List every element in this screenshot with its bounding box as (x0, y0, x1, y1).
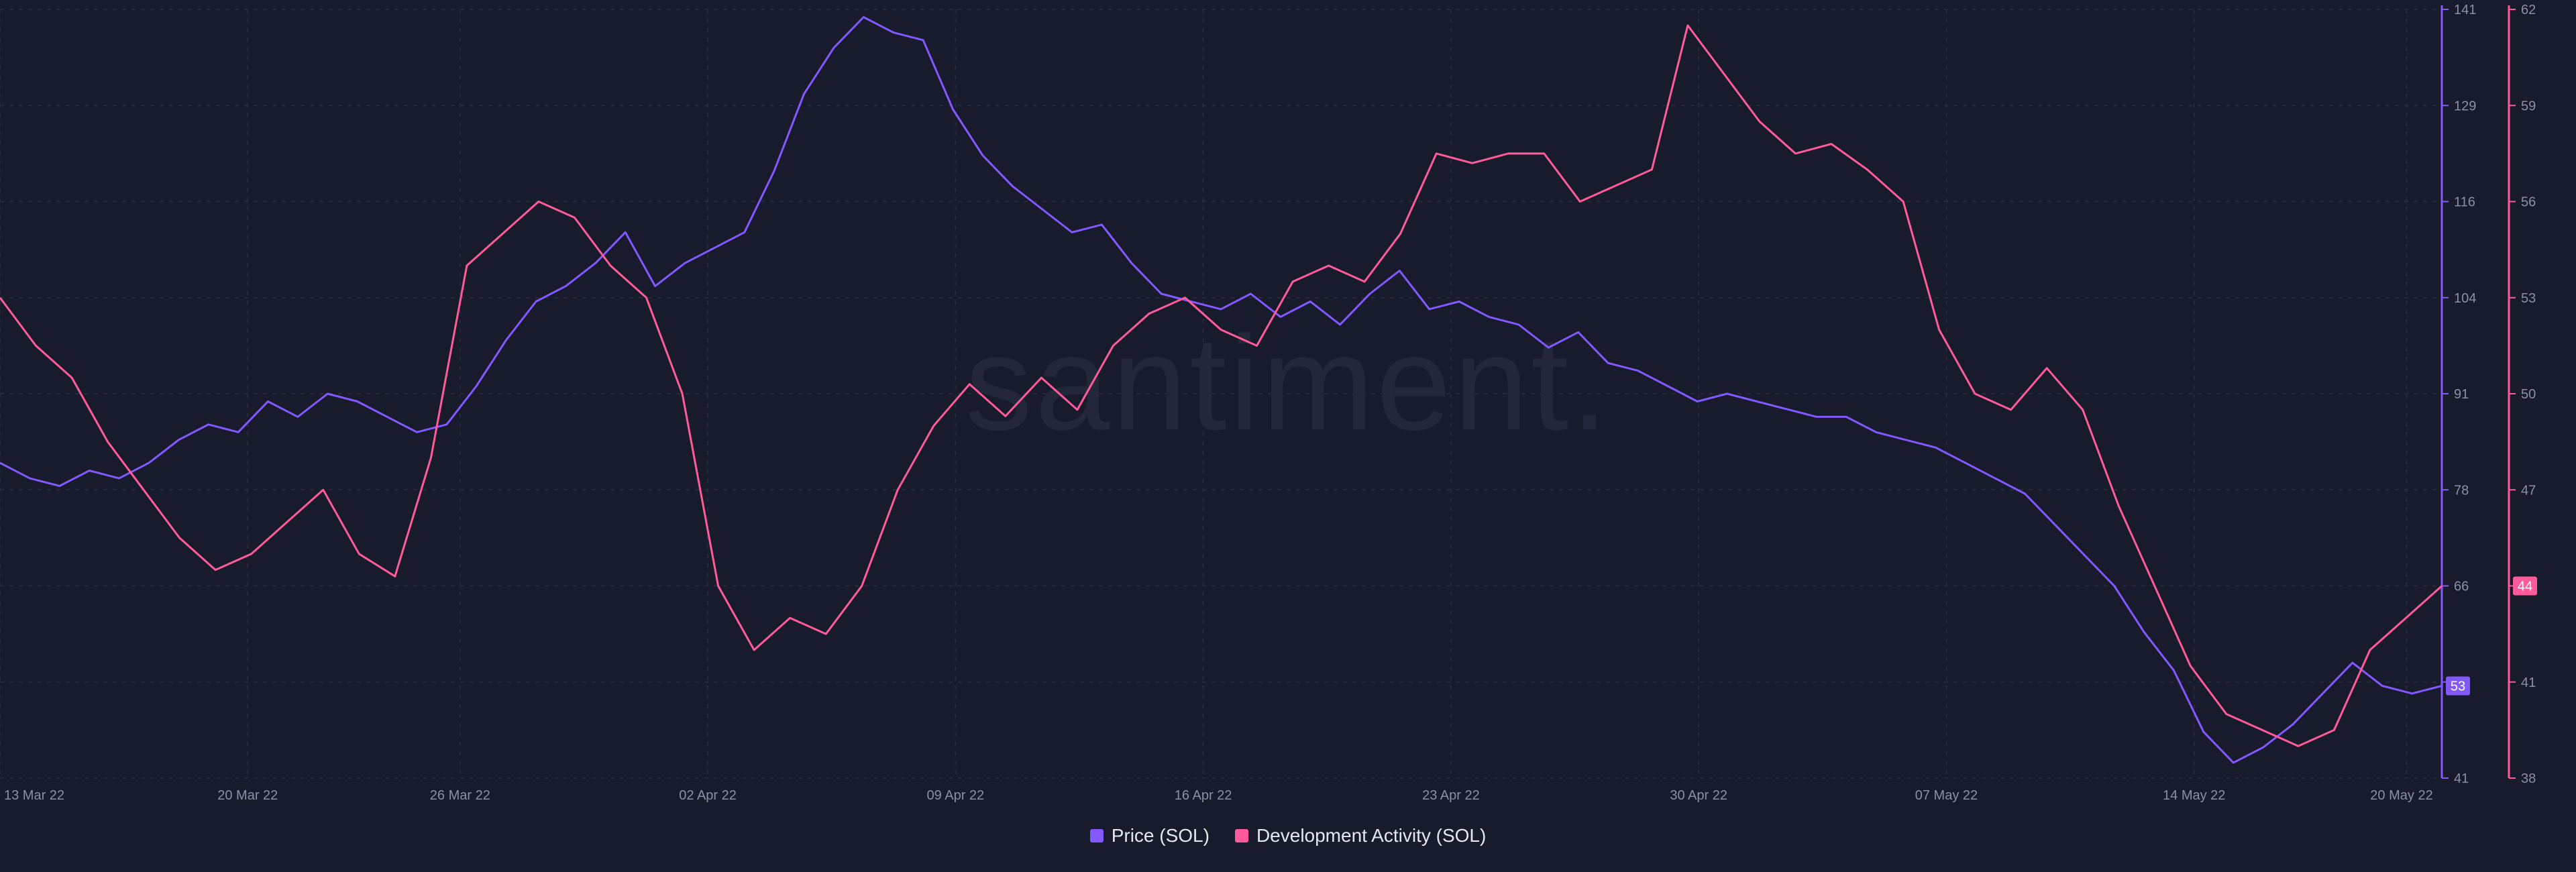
y-tick-label: 53 (2521, 291, 2536, 306)
x-tick-label: 20 May 22 (2370, 788, 2432, 803)
grid-layer (0, 9, 2442, 779)
legend-label-price: Price (SOL) (1111, 825, 1210, 846)
x-tick-label: 13 Mar 22 (4, 788, 64, 803)
legend-item-dev-activity[interactable]: Development Activity (SOL) (1234, 825, 1487, 847)
x-tick-label: 14 May 22 (2163, 788, 2225, 803)
legend-swatch-price (1089, 829, 1104, 842)
y-tick-label: 41 (2454, 771, 2469, 786)
legend-item-price[interactable]: Price (SOL) (1089, 825, 1210, 847)
y-tick-label: 78 (2454, 483, 2469, 498)
x-tick-label: 02 Apr 22 (679, 788, 737, 803)
axis-layer (2440, 5, 2516, 779)
legend: Price (SOL) Development Activity (SOL) (0, 825, 2576, 847)
y-tick-label: 129 (2454, 99, 2476, 113)
current-value-label-price: 53 (2451, 679, 2465, 694)
series-layer (0, 16, 2443, 764)
series-line-price (0, 16, 2443, 764)
x-tick-label: 16 Apr 22 (1175, 788, 1232, 803)
y-tick-label: 59 (2521, 99, 2536, 113)
y-tick-label: 47 (2521, 483, 2536, 498)
y-tick-label: 41 (2521, 675, 2536, 690)
chart-svg: santiment. 13 Mar 22 20 Mar 22 26 Mar 22 02… (0, 3, 2537, 803)
y-tick-label: 104 (2454, 291, 2476, 306)
y-tick-label: 56 (2521, 195, 2536, 210)
y-tick-label: 66 (2454, 580, 2469, 594)
y-tick-label: 141 (2454, 3, 2476, 17)
x-tick-label: 30 Apr 22 (1670, 788, 1727, 803)
x-tick-label: 09 Apr 22 (927, 788, 985, 803)
label-layer: 13 Mar 22 20 Mar 22 26 Mar 22 02 Apr 22 09 A… (4, 3, 2537, 803)
y-tick-label: 50 (2521, 387, 2536, 402)
legend-label-dev-activity: Development Activity (SOL) (1256, 825, 1487, 846)
y-tick-label: 62 (2521, 3, 2536, 17)
y-tick-label: 38 (2521, 771, 2536, 786)
y-tick-label: 116 (2454, 195, 2475, 210)
x-tick-label: 23 Apr 22 (1422, 788, 1480, 803)
current-value-label-dev-activity: 44 (2518, 580, 2532, 594)
watermark-text: santiment. (965, 309, 1611, 458)
x-tick-label: 20 Mar 22 (217, 788, 278, 803)
current-value-box-dev-activity (2513, 576, 2537, 596)
y-tick-label: 91 (2454, 387, 2469, 402)
current-value-box-price (2446, 676, 2470, 696)
series-line-dev-activity (0, 24, 2443, 747)
x-tick-label: 07 May 22 (1915, 788, 1978, 803)
legend-swatch-dev-activity (1234, 829, 1248, 842)
x-tick-label: 26 Mar 22 (430, 788, 490, 803)
